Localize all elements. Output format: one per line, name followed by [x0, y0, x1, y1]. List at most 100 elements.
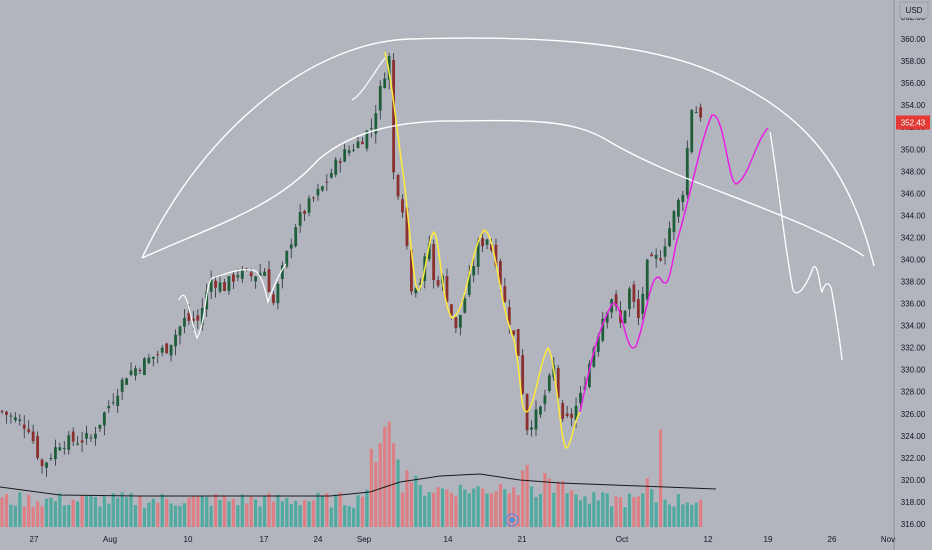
- candle-body: [476, 241, 480, 267]
- candle-body: [361, 141, 364, 145]
- inner-arc-drawing[interactable]: [141, 119, 865, 259]
- volume-bar: [285, 498, 289, 527]
- candle-body: [316, 189, 320, 196]
- volume-bar: [467, 493, 471, 527]
- candle-body: [325, 181, 329, 183]
- candle-body: [685, 147, 689, 195]
- volume-bar: [80, 495, 84, 527]
- volume-bar: [129, 493, 133, 527]
- projection-drawing[interactable]: [769, 131, 843, 361]
- candle-body: [98, 424, 102, 429]
- volume-bar: [374, 462, 378, 527]
- outer-arc-drawing[interactable]: [141, 37, 875, 267]
- volume-bar: [120, 492, 124, 527]
- volume-bar: [165, 498, 169, 527]
- candle-body: [490, 243, 493, 251]
- volume-bar: [13, 505, 17, 527]
- volume-bar: [565, 493, 569, 527]
- volume-bar: [102, 496, 106, 527]
- time-tick-label: Nov: [881, 535, 895, 544]
- candle-body: [9, 415, 13, 417]
- drawings[interactable]: [141, 37, 875, 449]
- price-tick-label: 316.00: [901, 520, 926, 529]
- volume-bar: [182, 503, 187, 527]
- yellow-wave-drawing[interactable]: [384, 51, 581, 449]
- candle-body: [521, 355, 525, 394]
- volume-bar: [458, 484, 462, 527]
- candle-body: [574, 405, 578, 421]
- volume-bar: [271, 501, 276, 527]
- volume-bar: [98, 506, 102, 527]
- volume-bar: [258, 506, 262, 527]
- volume-bar: [22, 506, 26, 527]
- candle-body: [27, 429, 31, 433]
- volume-bar: [592, 492, 596, 527]
- candle-body: [650, 254, 654, 257]
- candle-body: [45, 462, 48, 468]
- volume-bar: [570, 490, 574, 527]
- candle-body: [485, 239, 489, 245]
- price-tick-label: 356.00: [901, 79, 926, 88]
- volume-bar: [485, 493, 489, 527]
- price-tick-label: 344.00: [901, 211, 926, 220]
- time-tick-label: Aug: [103, 535, 117, 544]
- currency-text: USD: [906, 6, 923, 15]
- last-price-text: 352.43: [901, 118, 926, 127]
- candle-body: [272, 294, 275, 304]
- price-axis[interactable]: 316.00 318.00 320.00 322.00 324.00 326.00 328.…: [893, 0, 926, 550]
- time-tick-label: 19: [764, 535, 773, 544]
- candle-body: [111, 402, 115, 404]
- volume-bar: [142, 507, 146, 527]
- candle-body: [694, 112, 698, 114]
- volume-bar: [245, 503, 249, 527]
- candle-body: [22, 424, 26, 429]
- volume-bar: [690, 504, 694, 527]
- time-axis[interactable]: 27 Aug 10 17 24 Sep 14 21 Oct 12 19 26 Nov: [30, 535, 896, 544]
- volume-bar: [552, 492, 556, 527]
- candle-body: [58, 447, 62, 451]
- volume-bar: [156, 502, 160, 527]
- volume-bar: [654, 502, 658, 527]
- event-marker[interactable]: [505, 513, 519, 527]
- candle-body: [378, 85, 382, 111]
- candle-body: [499, 261, 502, 285]
- magenta-wave-drawing[interactable]: [579, 114, 769, 413]
- volume-bar: [676, 493, 680, 527]
- time-tick-label: Oct: [616, 535, 629, 544]
- candle-body: [49, 458, 53, 460]
- volume-bar: [280, 501, 284, 527]
- candle-body: [169, 344, 173, 356]
- volume-bar: [218, 499, 222, 527]
- candle-body: [143, 358, 146, 376]
- volume-bar: [396, 459, 400, 527]
- price-tick-label: 334.00: [901, 322, 926, 331]
- volume-bar: [449, 492, 454, 527]
- candle-body: [40, 459, 44, 467]
- volume-bar: [356, 495, 360, 527]
- candle-body: [151, 356, 155, 359]
- volume-bar: [423, 495, 427, 527]
- bump-drawing-left[interactable]: [178, 263, 287, 340]
- volume-bar: [191, 496, 195, 527]
- volume-bar: [205, 496, 209, 527]
- price-tick-label: 322.00: [901, 454, 926, 463]
- volume-bar: [89, 495, 93, 527]
- volume-bar: [196, 495, 200, 527]
- time-tick-label: 21: [518, 535, 527, 544]
- candle-body: [645, 259, 649, 300]
- price-tick-label: 324.00: [901, 432, 926, 441]
- volume-bar: [414, 475, 418, 527]
- time-tick-label: 10: [184, 535, 193, 544]
- candle-body: [396, 175, 400, 197]
- dividend-icon[interactable]: [505, 513, 519, 527]
- price-tick-label: 330.00: [901, 366, 926, 375]
- volume-bar: [231, 498, 235, 527]
- candle-body: [356, 141, 360, 148]
- candle-body: [592, 348, 596, 367]
- candle-body: [659, 258, 662, 261]
- candle-body: [690, 110, 694, 153]
- price-tick-label: 358.00: [901, 57, 926, 66]
- candle-body: [31, 431, 35, 442]
- bump-drawing-top[interactable]: [351, 57, 386, 101]
